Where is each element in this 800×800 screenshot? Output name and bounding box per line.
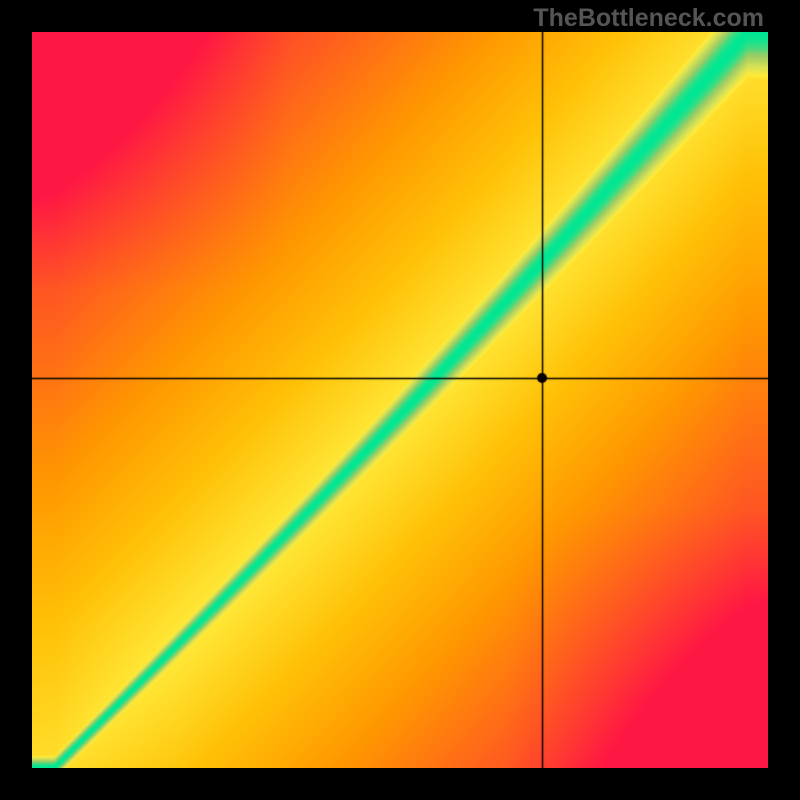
bottleneck-heatmap: [32, 32, 768, 768]
figure-container: TheBottleneck.com: [0, 0, 800, 800]
watermark-text: TheBottleneck.com: [533, 4, 764, 33]
